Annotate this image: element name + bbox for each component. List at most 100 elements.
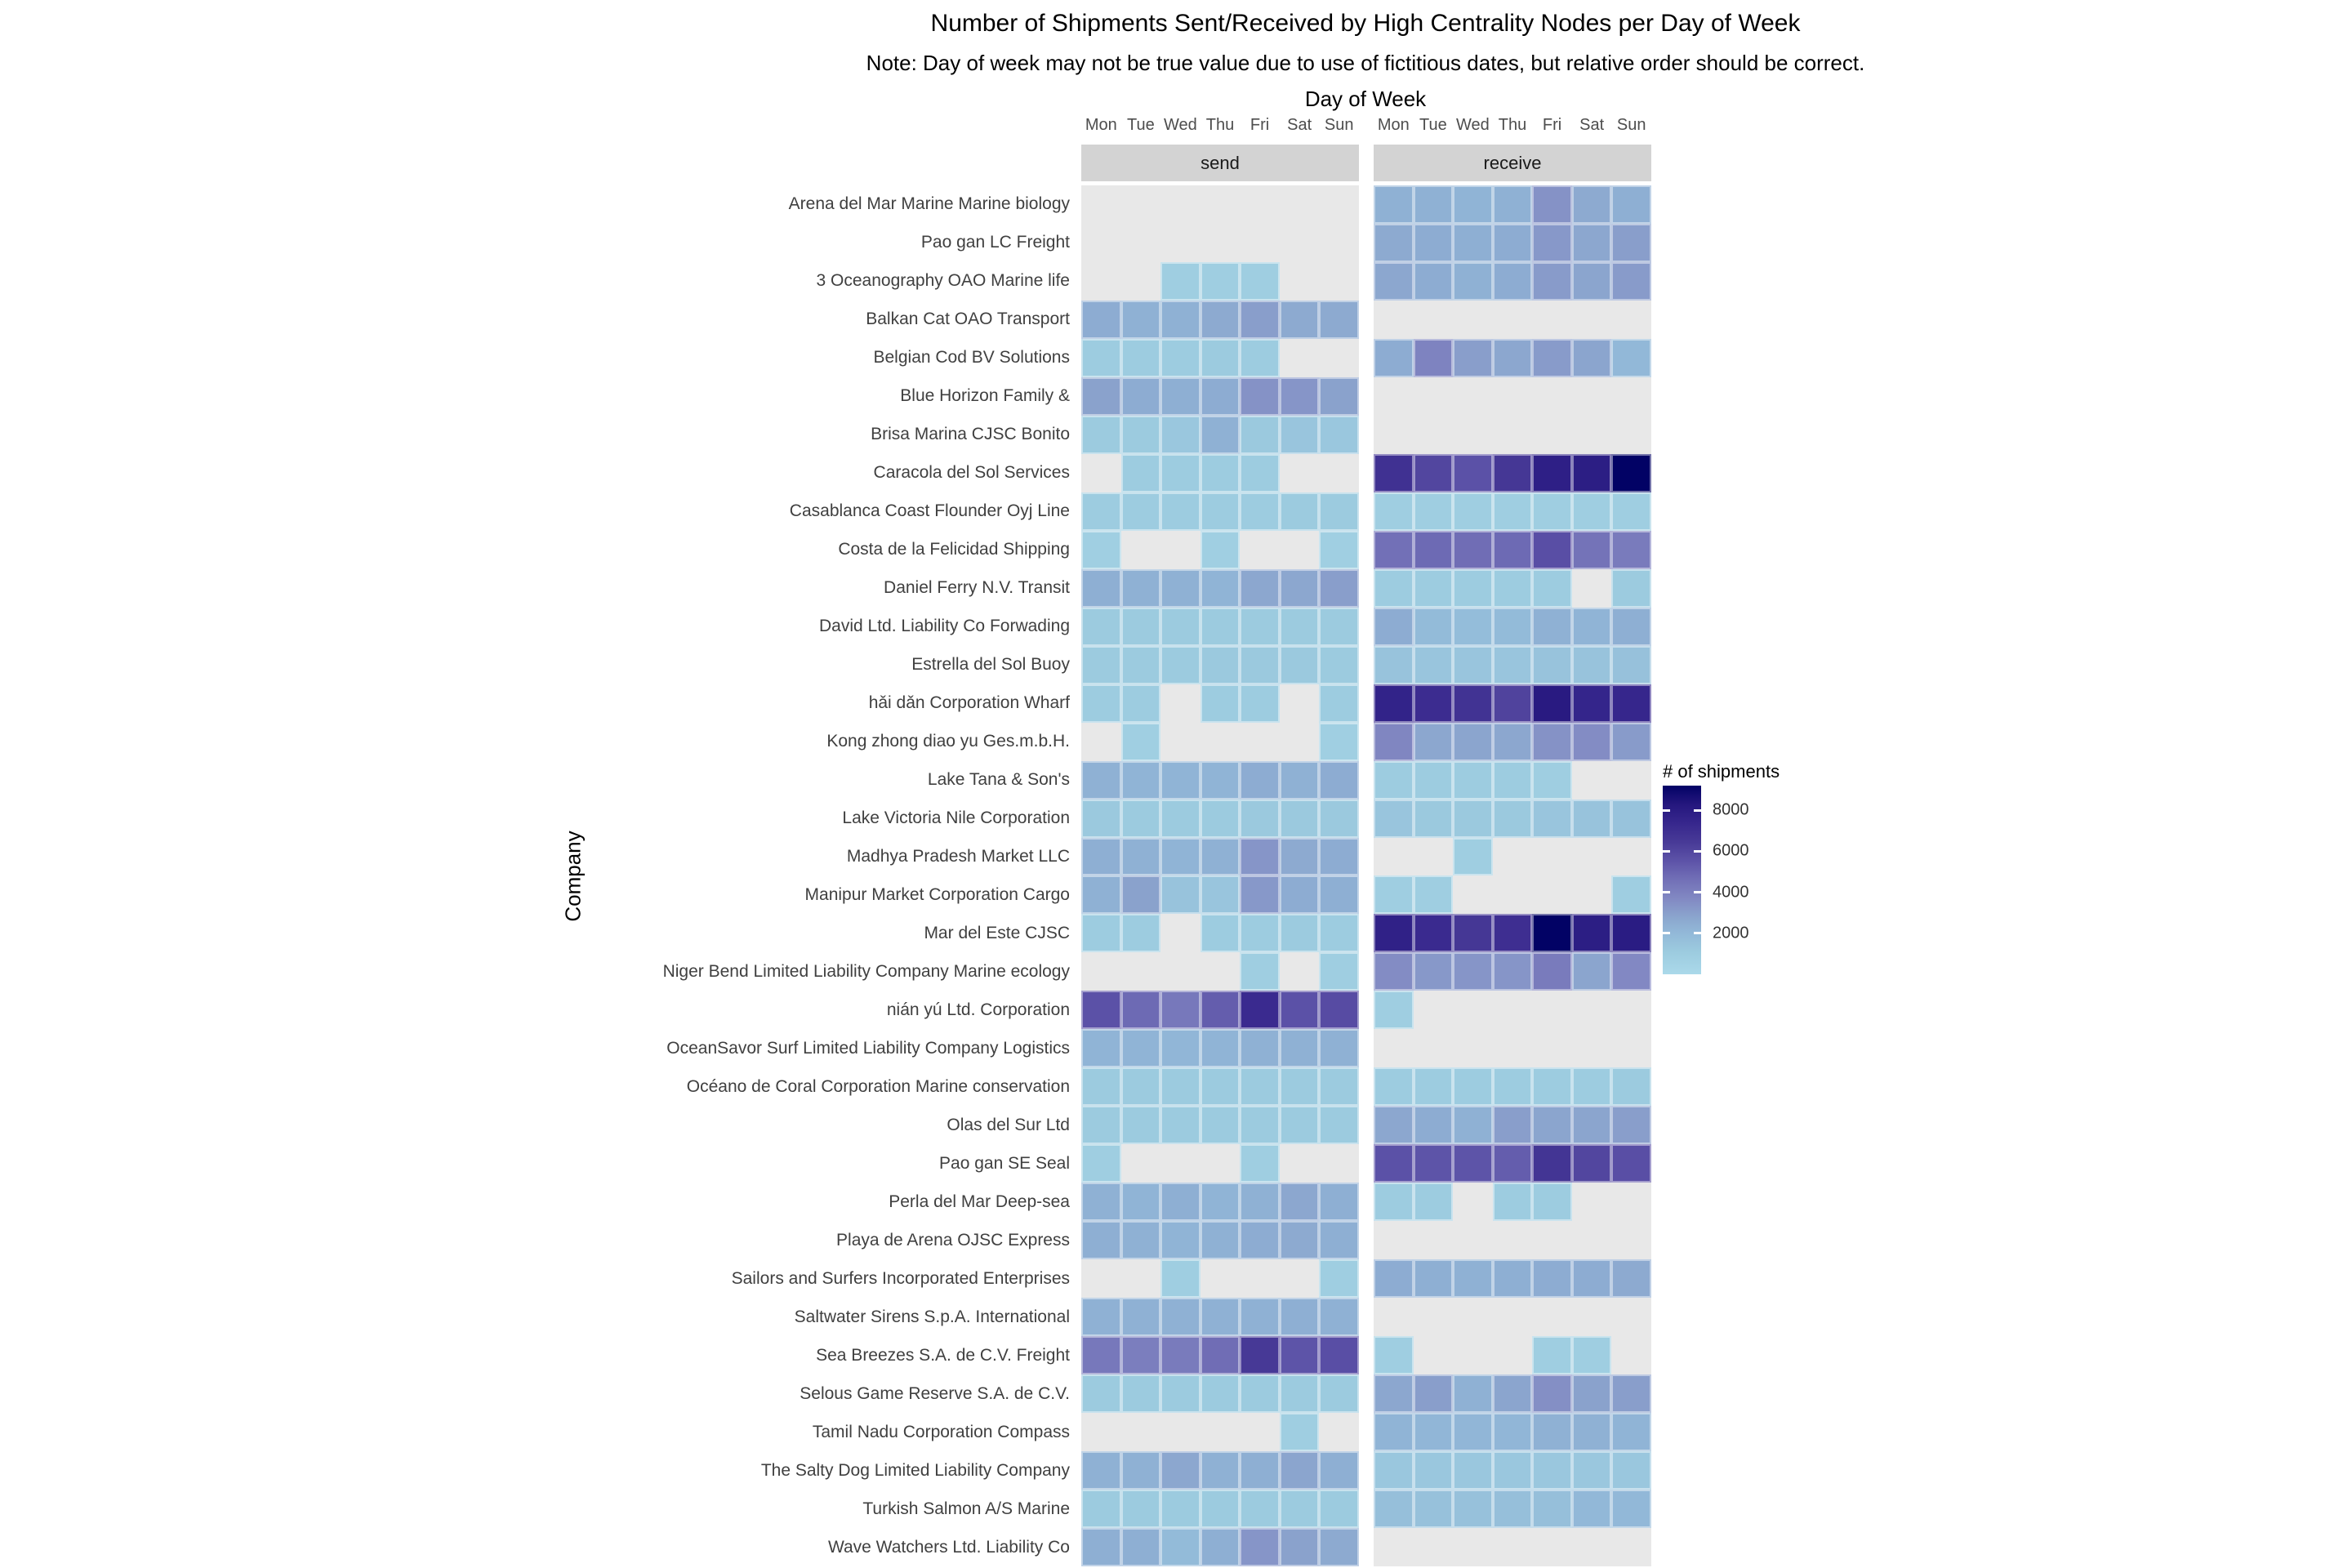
heatmap-cell <box>1319 722 1359 761</box>
x-axis-title: Day of Week <box>1304 87 1427 111</box>
heatmap-cell <box>1160 1528 1200 1566</box>
legend-tick-mark <box>1694 891 1701 894</box>
heatmap-cell <box>1453 1106 1493 1145</box>
heatmap-cell <box>1279 1336 1320 1375</box>
heatmap-cell-na <box>1493 1298 1533 1336</box>
heatmap-cell <box>1200 1374 1241 1414</box>
heatmap-panel-receive <box>1374 185 1651 1566</box>
legend-title: # of shipments <box>1663 761 1780 782</box>
heatmap-cell-na <box>1611 1029 1651 1067</box>
company-label: OceanSavor Surf Limited Liability Compan… <box>666 1038 1070 1058</box>
heatmap-cell-na <box>1200 1144 1241 1183</box>
heatmap-cell <box>1081 837 1121 876</box>
heatmap-cell <box>1240 991 1280 1030</box>
heatmap-cell-na <box>1374 1029 1414 1067</box>
company-label: Perla del Mar Deep-sea <box>889 1192 1070 1211</box>
heatmap-cell-na <box>1453 991 1493 1029</box>
heatmap-cell <box>1374 338 1414 377</box>
heatmap-cell <box>1120 1106 1161 1145</box>
heatmap-cell <box>1413 453 1454 492</box>
heatmap-cell <box>1319 1106 1359 1145</box>
company-label: Estrella del Sol Buoy <box>911 655 1070 675</box>
heatmap-cell <box>1453 492 1493 531</box>
legend-tick-mark <box>1663 891 1670 894</box>
heatmap-cell <box>1611 1144 1651 1183</box>
heatmap-cell <box>1240 1183 1280 1222</box>
heatmap-cell-na <box>1081 723 1121 761</box>
heatmap-cell <box>1081 338 1121 377</box>
heatmap-cell <box>1571 185 1612 224</box>
heatmap-cell <box>1120 453 1161 492</box>
heatmap-cell-na <box>1280 1144 1320 1183</box>
company-label: Saltwater Sirens S.p.A. International <box>794 1307 1070 1326</box>
heatmap-cell <box>1081 684 1121 723</box>
heatmap-cell <box>1200 607 1241 646</box>
heatmap-cell-na <box>1453 1336 1493 1374</box>
heatmap-cell <box>1532 568 1572 608</box>
heatmap-cell <box>1611 1259 1651 1298</box>
heatmap-cell <box>1160 760 1200 800</box>
heatmap-cell <box>1279 914 1320 953</box>
company-label: Niger Bend Limited Liability Company Mar… <box>662 961 1070 981</box>
heatmap-cell <box>1160 568 1200 608</box>
heatmap-cell <box>1081 1106 1121 1145</box>
heatmap-cell <box>1160 607 1200 646</box>
heatmap-cell-na <box>1081 262 1121 301</box>
heatmap-cell <box>1453 684 1493 723</box>
heatmap-cell <box>1319 1259 1359 1298</box>
heatmap-cell <box>1374 760 1414 800</box>
heatmap-cell <box>1279 645 1320 684</box>
heatmap-cell-na <box>1319 339 1359 377</box>
heatmap-cell-na <box>1572 1298 1612 1336</box>
heatmap-cell-na <box>1611 1183 1651 1221</box>
heatmap-cell-na <box>1160 224 1200 262</box>
heatmap-cell-na <box>1280 1259 1320 1298</box>
heatmap-cell <box>1611 1067 1651 1107</box>
company-label: Lake Tana & Son's <box>927 770 1070 790</box>
heatmap-cell-na <box>1493 1336 1533 1374</box>
heatmap-cell <box>1374 530 1414 569</box>
heatmap-cell-na <box>1200 185 1241 224</box>
heatmap-cell <box>1160 261 1200 301</box>
heatmap-cell-na <box>1121 224 1161 262</box>
heatmap-cell <box>1413 799 1454 838</box>
heatmap-cell <box>1611 1413 1651 1452</box>
heatmap-cell <box>1160 1374 1200 1414</box>
heatmap-cell <box>1160 1336 1200 1375</box>
heatmap-cell <box>1120 875 1161 915</box>
heatmap-cell <box>1532 1106 1572 1145</box>
heatmap-cell <box>1571 1490 1612 1529</box>
heatmap-cell <box>1160 645 1200 684</box>
company-label: Arena del Mar Marine Marine biology <box>788 194 1070 214</box>
heatmap-cell <box>1200 453 1241 492</box>
company-label: Wave Watchers Ltd. Liability Co <box>827 1537 1070 1557</box>
heatmap-cell <box>1319 1029 1359 1068</box>
heatmap-cell <box>1319 1374 1359 1414</box>
heatmap-cell <box>1611 1374 1651 1414</box>
heatmap-cell <box>1611 530 1651 569</box>
heatmap-cell-na <box>1374 377 1414 416</box>
heatmap-cell <box>1120 492 1161 531</box>
heatmap-cell <box>1279 1490 1320 1529</box>
heatmap-cell-na <box>1081 952 1121 991</box>
heatmap-cell <box>1240 952 1280 991</box>
day-label: Sat <box>1287 116 1312 134</box>
heatmap-cell <box>1413 684 1454 723</box>
company-label: Sea Breezes S.A. de C.V. Freight <box>816 1345 1070 1365</box>
heatmap-cell <box>1120 568 1161 608</box>
heatmap-cell <box>1319 760 1359 800</box>
company-label: David Ltd. Liability Co Forwading <box>819 617 1070 636</box>
heatmap-cell <box>1453 1451 1493 1490</box>
company-label: Océano de Coral Corporation Marine conse… <box>686 1076 1070 1096</box>
heatmap-cell <box>1413 185 1454 224</box>
heatmap-cell-na <box>1414 377 1454 416</box>
heatmap-cell <box>1120 607 1161 646</box>
heatmap-cell <box>1492 1490 1533 1529</box>
heatmap-cell <box>1240 376 1280 416</box>
heatmap-cell <box>1081 1298 1121 1337</box>
heatmap-cell <box>1200 1067 1241 1107</box>
day-label: Sun <box>1324 116 1354 134</box>
heatmap-cell <box>1413 338 1454 377</box>
heatmap-cell <box>1319 991 1359 1030</box>
heatmap-cell <box>1279 1183 1320 1222</box>
